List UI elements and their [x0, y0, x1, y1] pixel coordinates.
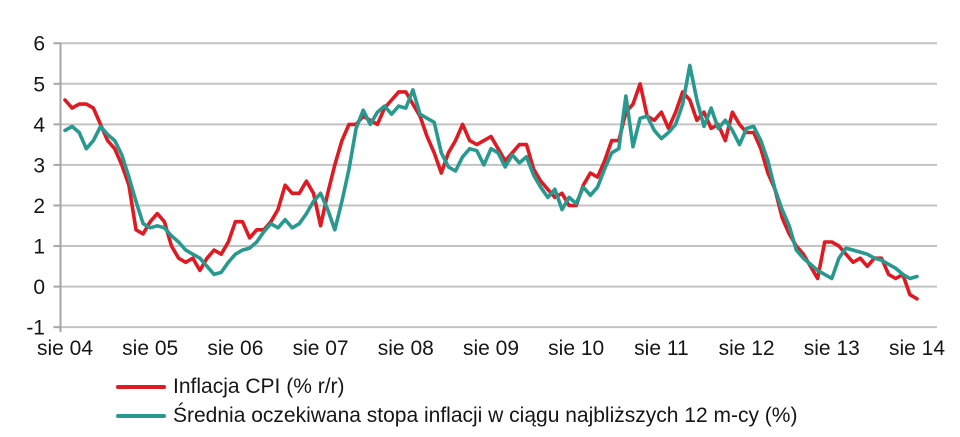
cpi-line-swatch [116, 384, 166, 389]
x-tick-label: sie 09 [463, 337, 519, 360]
legend-item-expected-inflation: Średnia oczekiwana stopa inflacji w ciąg… [116, 403, 797, 428]
y-tick-label: 3 [33, 154, 45, 177]
legend-label-expected-inflation: Średnia oczekiwana stopa inflacji w ciąg… [173, 404, 798, 427]
legend: Inflacja CPI (% r/r) Średnia oczekiwana … [116, 374, 797, 428]
y-tick-label: 2 [33, 195, 45, 218]
x-tick-label: sie 05 [122, 337, 178, 360]
series-line-cpi [63, 82, 919, 301]
y-tick-label: 4 [33, 114, 45, 137]
x-tick-label: sie 13 [804, 337, 860, 360]
x-tick-label: sie 10 [548, 337, 604, 360]
x-tick-label: sie 12 [719, 337, 775, 360]
x-tick-label: sie 04 [37, 337, 93, 360]
x-tick-label: sie 07 [293, 337, 349, 360]
y-tick-label: 6 [33, 33, 45, 56]
y-tick-label: 5 [33, 73, 45, 96]
x-tick-label: sie 06 [207, 337, 263, 360]
x-tick-label: sie 11 [634, 337, 688, 360]
legend-item-cpi: Inflacja CPI (% r/r) [116, 374, 797, 399]
x-tick-label: sie 14 [889, 337, 945, 360]
series-line-expected-inflation [63, 63, 919, 281]
y-tick-label: -1 [26, 317, 45, 340]
expected-inflation-line-swatch [116, 413, 166, 418]
legend-label-cpi: Inflacja CPI (% r/r) [173, 375, 345, 398]
y-tick-label: 0 [33, 276, 45, 299]
x-tick-label: sie 08 [378, 337, 434, 360]
y-tick-label: 1 [33, 236, 45, 259]
